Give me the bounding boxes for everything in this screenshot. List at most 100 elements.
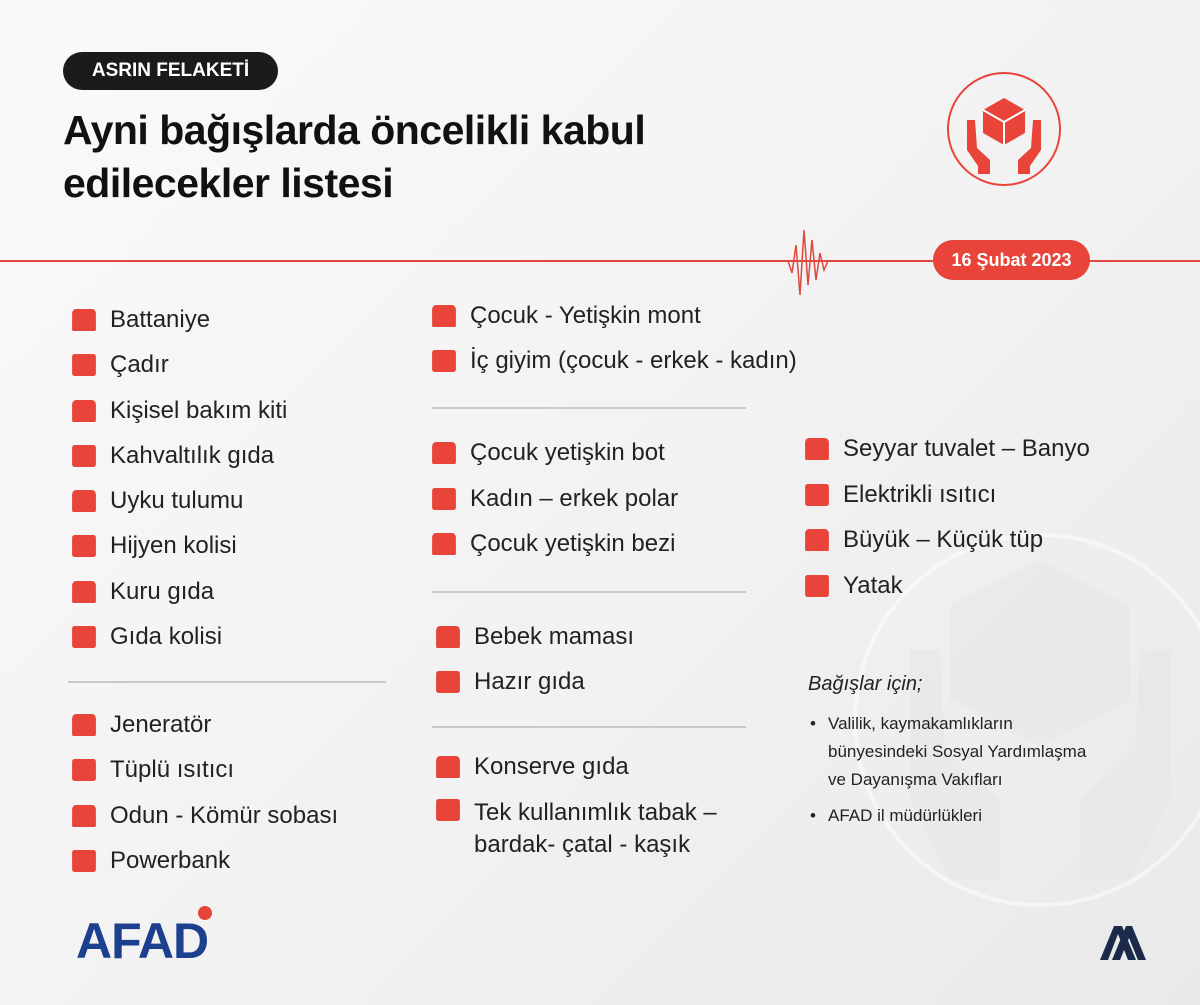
cup-icon <box>72 444 96 467</box>
date-badge: 16 Şubat 2023 <box>933 240 1090 280</box>
list-item-label: Gıda kolisi <box>110 623 223 651</box>
radiator-icon <box>805 483 829 506</box>
list-item: Uyku tulumu <box>70 486 287 516</box>
list-item: Seyyar tuvalet – Banyo <box>803 434 1090 464</box>
list-item: Odun - Kömür sobası <box>70 801 338 831</box>
list-item: Kuru gıda <box>70 577 287 607</box>
generator-icon <box>72 713 96 737</box>
list-item-label: Konserve gıda <box>474 753 629 780</box>
list-item: Gıda kolisi <box>70 622 287 652</box>
list-item: Çocuk yetişkin bezi <box>430 529 678 559</box>
list-item: Çadır <box>70 350 287 380</box>
list-item-label: Çadır <box>110 351 169 379</box>
separator <box>68 681 386 683</box>
cutlery-icon <box>436 798 460 822</box>
donation-info: Bağışlar için; Valilik, kaymakamlıkların… <box>808 670 1098 838</box>
list-item: Çocuk - Yetişkin mont <box>430 301 797 331</box>
separator <box>432 726 746 728</box>
sleeping-bag-icon <box>72 490 96 513</box>
list-item-label: İç giyim (çocuk - erkek - kadın) <box>470 347 797 374</box>
donation-heading: Bağışlar için; <box>808 673 923 695</box>
box-icon <box>72 535 96 558</box>
list-item: Tek kullanımlık tabak – bardak- çatal - … <box>434 797 774 861</box>
toilet-icon <box>805 437 829 461</box>
list-middle-group-4: Konserve gıda Tek kullanımlık tabak – bar… <box>434 752 774 876</box>
boot-icon <box>432 441 456 465</box>
list-item: Tüplü ısıtıcı <box>70 755 338 785</box>
seismograph-icon <box>780 229 840 296</box>
divider-line <box>0 260 1200 262</box>
list-item-label: Hazır gıda <box>474 668 585 695</box>
bed-icon <box>805 574 829 597</box>
list-item-label: Kahvaltılık gıda <box>110 441 275 469</box>
sack-icon <box>72 580 96 603</box>
title-line-2: edilecekler listesi <box>63 160 394 206</box>
list-item-label: Uyku tulumu <box>110 487 244 515</box>
title-line-1: Ayni bağışlarda öncelikli kabul <box>63 107 646 153</box>
donation-item: Valilik, kaymakamlıkların bünyesindeki S… <box>808 710 1098 794</box>
list-item-label: Battaniye <box>110 306 211 333</box>
list-left-group-2: Jeneratör Tüplü ısıtıcı Odun - Kömür sobas… <box>70 710 338 891</box>
list-item-label: Kişisel bakım kiti <box>110 396 288 424</box>
list-middle-group-1: Çocuk - Yetişkin mont İç giyim (çocuk - e… <box>430 301 797 391</box>
list-item: Büyük – Küçük tüp <box>803 525 1090 555</box>
list-item-label: Tek kullanımlık tabak – bardak- çatal - … <box>474 799 717 858</box>
list-item: Bebek maması <box>434 622 634 652</box>
list-right-group: Seyyar tuvalet – Banyo Elektrikli ısıtıcı… <box>803 434 1090 616</box>
food-bowl-icon <box>436 670 460 694</box>
list-item-label: Powerbank <box>110 846 231 874</box>
list-item-label: Seyyar tuvalet – Banyo <box>843 435 1090 462</box>
list-item-label: Büyük – Küçük tüp <box>843 526 1044 553</box>
gift-box-icon <box>72 626 96 649</box>
list-item-label: Kuru gıda <box>110 577 215 605</box>
list-left-group-1: Battaniye Çadır Kişisel bakım kiti Kahvaltı… <box>70 305 287 667</box>
list-item: Konserve gıda <box>434 752 774 782</box>
list-item: Hazır gıda <box>434 667 634 697</box>
gas-cylinder-icon <box>805 528 829 552</box>
list-item-label: Kadın – erkek polar <box>470 484 679 512</box>
list-item: Jeneratör <box>70 710 338 740</box>
page-title: Ayni bağışlarda öncelikli kabul edilecek… <box>63 104 646 210</box>
can-icon <box>436 755 460 779</box>
list-item: Hijyen kolisi <box>70 531 287 561</box>
list-item-label: Tüplü ısıtıcı <box>110 756 235 784</box>
list-middle-group-2: Çocuk yetişkin bot Kadın – erkek polar Çoc… <box>430 438 678 575</box>
donation-hands-icon <box>947 72 1061 186</box>
list-item-label: Jeneratör <box>110 711 212 738</box>
list-item-label: Odun - Kömür sobası <box>110 801 339 829</box>
list-item-label: Çocuk yetişkin bezi <box>470 530 676 557</box>
baby-bottle-icon <box>436 625 460 649</box>
list-middle-group-3: Bebek maması Hazır gıda <box>434 622 634 712</box>
list-item-label: Çocuk - Yetişkin mont <box>470 302 701 329</box>
list-item: Elektrikli ısıtıcı <box>803 480 1090 510</box>
list-item-label: Çocuk yetişkin bot <box>470 439 665 466</box>
list-item: Yatak <box>803 571 1090 601</box>
gas-heater-icon <box>72 759 96 782</box>
list-item-label: Yatak <box>843 571 903 599</box>
category-badge: ASRIN FELAKETİ <box>63 52 278 90</box>
list-item-label: Elektrikli ısıtıcı <box>843 480 997 508</box>
jacket-icon <box>432 487 456 510</box>
afad-logo: AFAD <box>76 913 209 969</box>
list-item: İç giyim (çocuk - erkek - kadın) <box>430 346 797 376</box>
toolbox-icon <box>72 399 96 422</box>
list-item: Çocuk yetişkin bot <box>430 438 678 468</box>
flag-icon <box>198 906 212 920</box>
tent-icon <box>72 354 96 377</box>
list-item-label: Hijyen kolisi <box>110 532 237 560</box>
blanket-icon <box>72 308 96 332</box>
list-item-label: Bebek maması <box>474 623 635 650</box>
separator <box>432 407 746 409</box>
list-item: Powerbank <box>70 846 338 876</box>
list-item: Kahvaltılık gıda <box>70 441 287 471</box>
underwear-icon <box>432 349 456 373</box>
stove-icon <box>72 804 96 827</box>
list-item: Kadın – erkek polar <box>430 484 678 514</box>
list-item: Kişisel bakım kiti <box>70 396 287 426</box>
diaper-icon <box>432 532 456 556</box>
separator <box>432 591 746 593</box>
aa-logo <box>1100 926 1146 960</box>
donation-item: AFAD il müdürlükleri <box>808 802 1098 830</box>
coat-icon <box>432 304 456 328</box>
list-item: Battaniye <box>70 305 287 335</box>
